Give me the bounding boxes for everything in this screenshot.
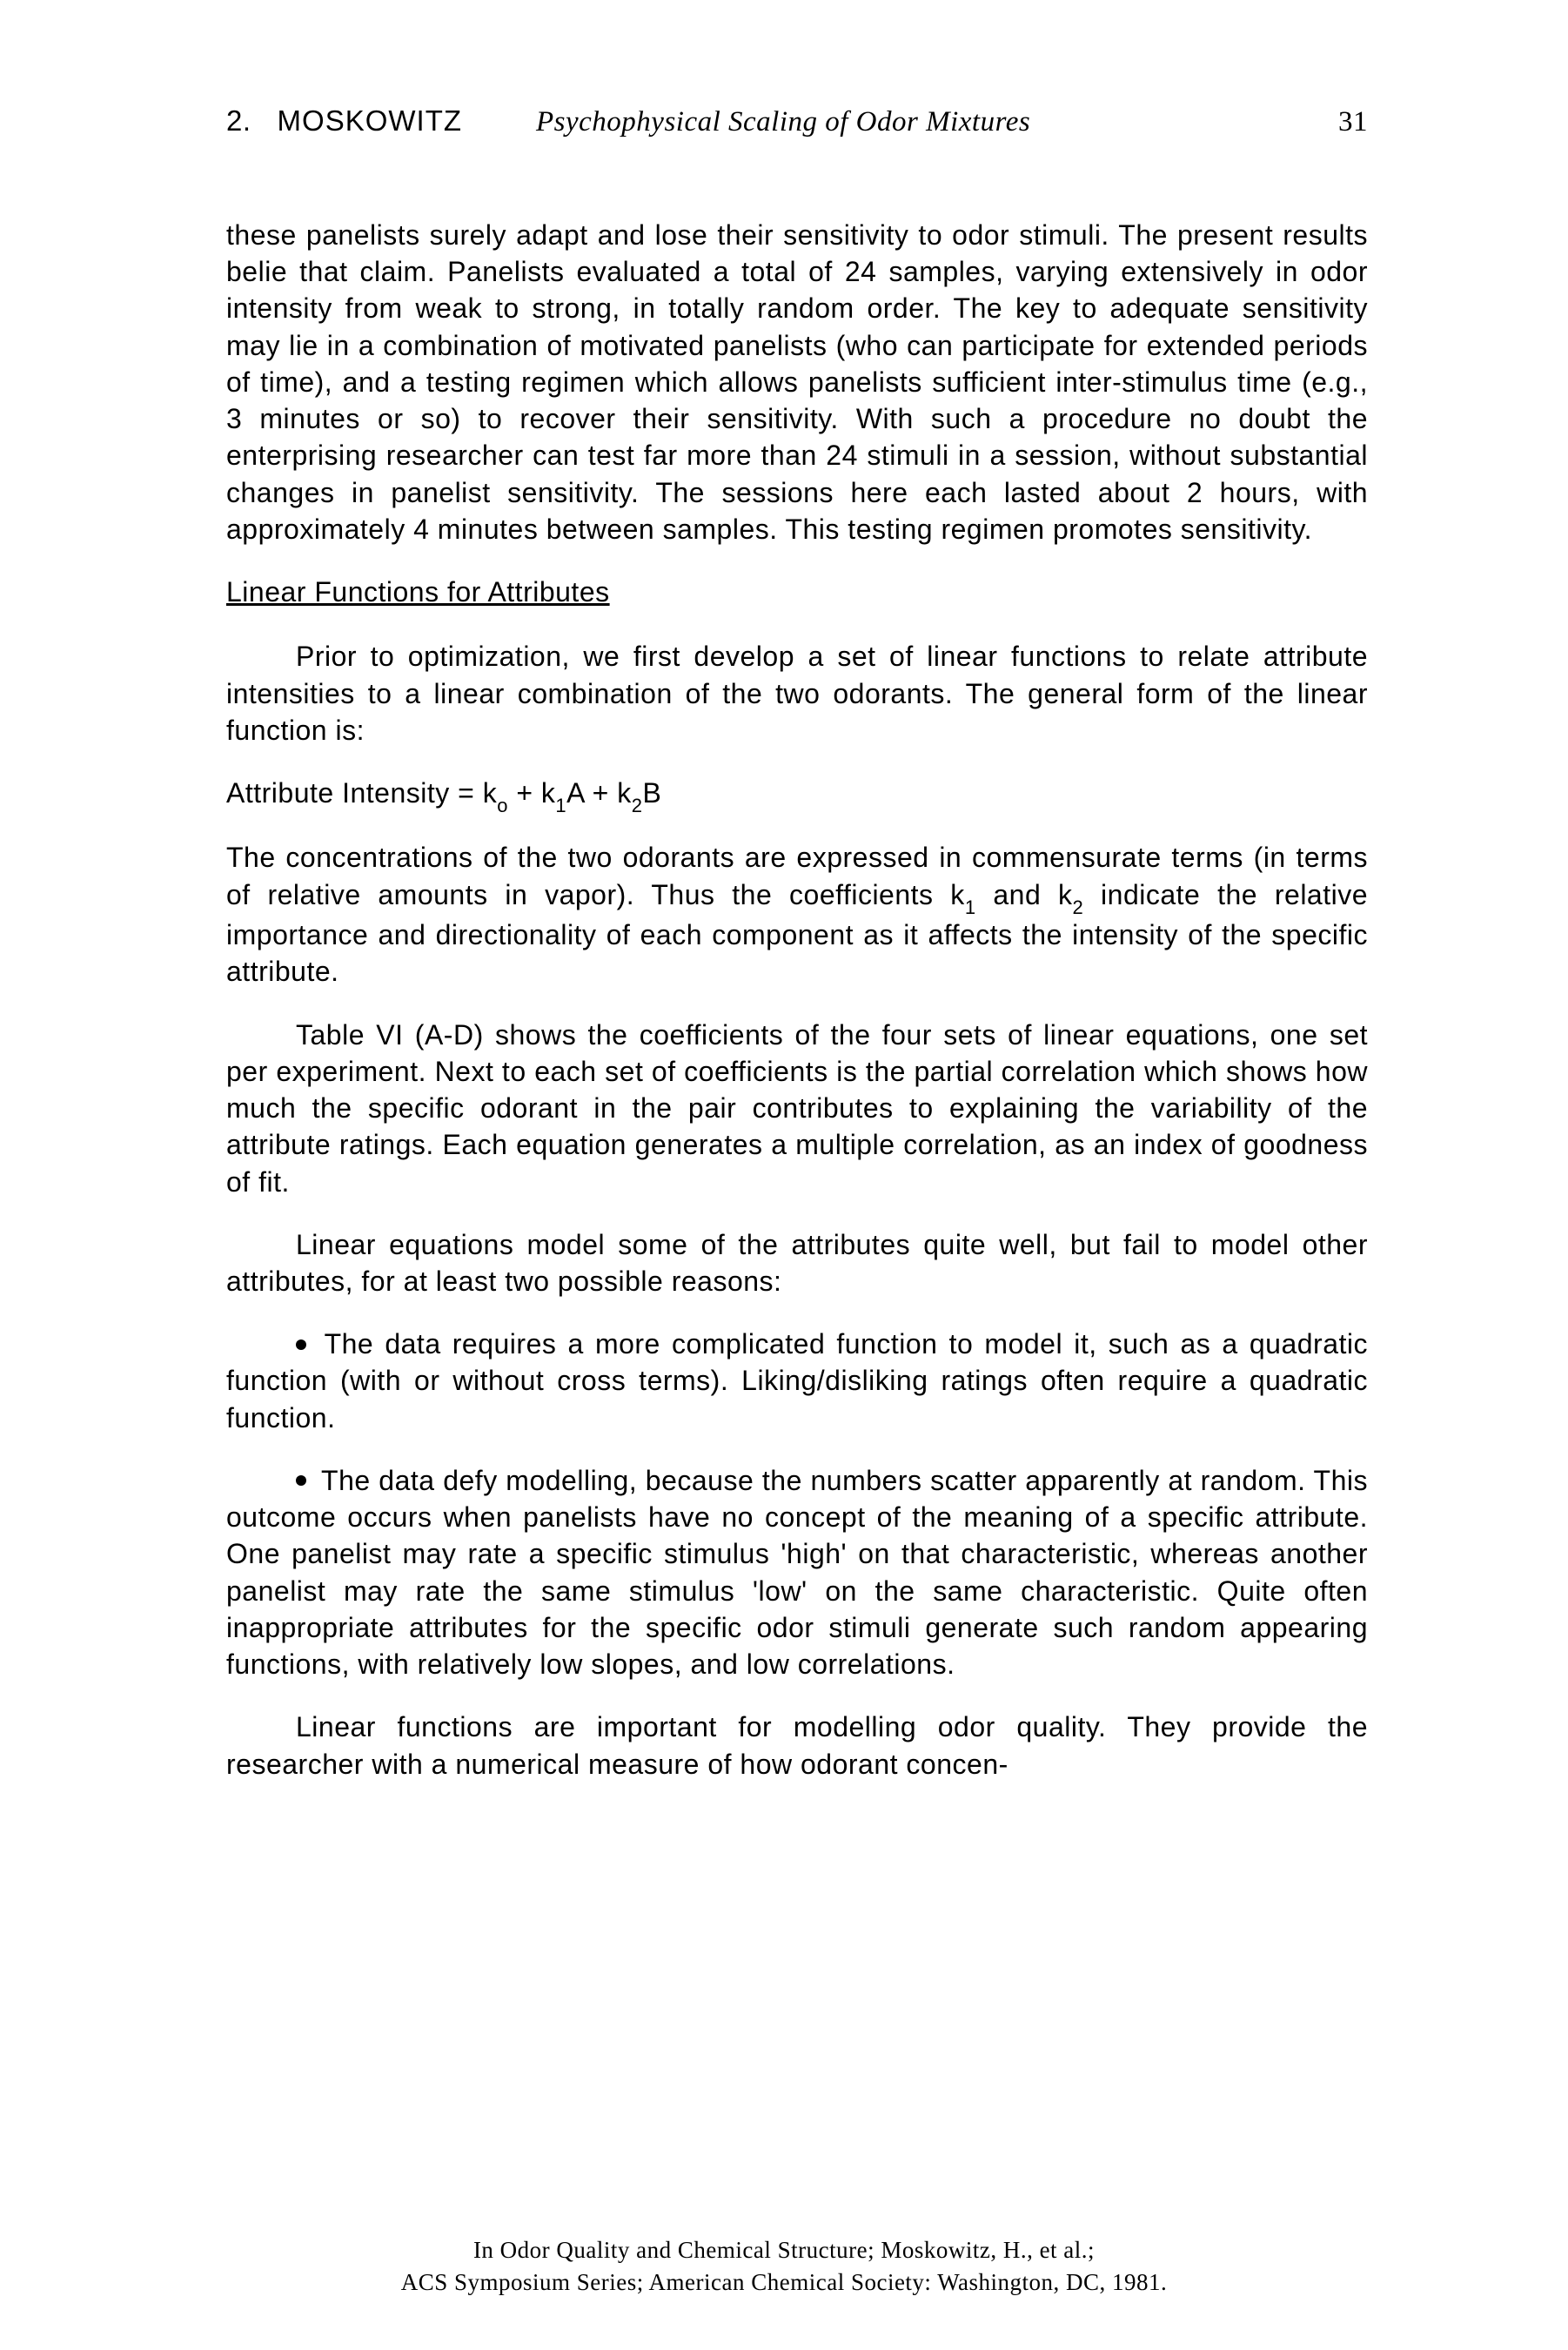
bullet-2-text: The data defy modelling, because the num… (226, 1465, 1368, 1680)
eq-a: A + k (566, 777, 632, 809)
p3-sub2: 2 (1073, 896, 1084, 918)
section-heading-linear: Linear Functions for Attributes (226, 574, 1368, 610)
running-header: 2. MOSKOWITZ Psychophysical Scaling of O… (226, 104, 1368, 138)
p3-part-b: and k (993, 879, 1072, 910)
paragraph-3: The concentrations of the two odorants a… (226, 839, 1368, 990)
paragraph-4: Table VI (A-D) shows the coefficients of… (226, 1017, 1368, 1200)
bullet-icon (296, 1475, 306, 1486)
eq-sub-1: 1 (555, 795, 566, 816)
bullet-paragraph-2: The data defy modelling, because the num… (226, 1462, 1368, 1682)
paragraph-2: Prior to optimization, we first develop … (226, 638, 1368, 749)
footer-line-2: ACS Symposium Series; American Chemical … (0, 2266, 1568, 2298)
chapter-number: 2. (226, 104, 251, 138)
bullet-icon (296, 1340, 306, 1350)
page-number: 31 (1338, 106, 1368, 138)
p3-sub1: 1 (965, 896, 976, 918)
eq-plus-1: + k (516, 777, 555, 809)
author-name: MOSKOWITZ (278, 104, 462, 138)
eq-label: Attribute Intensity = k (226, 777, 497, 809)
paragraph-6: Linear functions are important for model… (226, 1709, 1368, 1782)
paragraph-5: Linear equations model some of the attri… (226, 1226, 1368, 1299)
footer-line-1: In Odor Quality and Chemical Structure; … (0, 2234, 1568, 2266)
eq-sub-2: 2 (632, 795, 643, 816)
page-footer: In Odor Quality and Chemical Structure; … (0, 2234, 1568, 2298)
running-title: Psychophysical Scaling of Odor Mixtures (536, 106, 1030, 138)
eq-b: B (642, 777, 661, 809)
bullet-paragraph-1: The data requires a more complicated fun… (226, 1326, 1368, 1436)
header-left: 2. MOSKOWITZ Psychophysical Scaling of O… (226, 104, 1030, 138)
page-container: 2. MOSKOWITZ Psychophysical Scaling of O… (0, 0, 1568, 2350)
equation-attribute-intensity: Attribute Intensity = ko + k1A + k2B (226, 775, 1368, 815)
bullet-1-text: The data requires a more complicated fun… (226, 1328, 1368, 1433)
eq-sub-0: o (497, 795, 508, 816)
paragraph-1: these panelists surely adapt and lose th… (226, 217, 1368, 547)
body-text: these panelists surely adapt and lose th… (226, 217, 1368, 1783)
